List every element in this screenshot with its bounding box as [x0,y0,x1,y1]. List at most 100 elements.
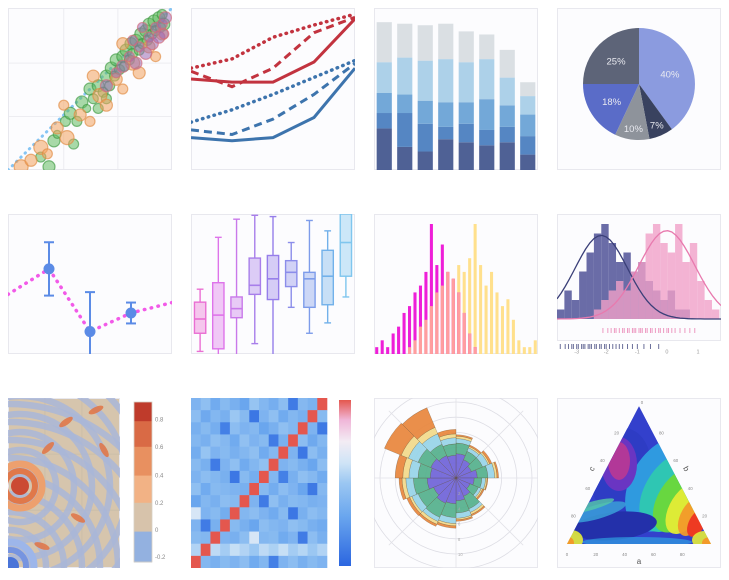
hist-bar [484,285,488,354]
hist-bar [440,285,444,354]
polar-bar-segment [455,442,470,456]
bar-segment [520,114,536,137]
stacked-bar-chart-thumbnail[interactable] [374,8,538,170]
left-tick-label: 40 [600,458,605,463]
heatmap-cell [268,519,279,532]
correlation-heatmap-thumbnail[interactable] [191,398,355,568]
heatmap-cell [210,446,221,460]
heatmap-cell [268,543,279,557]
heatmap-cell [210,434,221,447]
heatmap-cell [259,507,270,520]
heatmap-cell [307,434,318,447]
heatmap-cell [220,483,231,496]
hist-bar [490,271,494,354]
hist-bar [457,292,461,354]
heatmap-cell [268,410,279,423]
bar-segment [520,154,536,170]
left-tick-label: 20 [614,431,619,436]
heatmap-cell [239,470,250,484]
hist-bar [446,271,450,354]
plot-area [374,214,538,354]
bar-segment [438,139,454,170]
colorbar-tick-label: 0.6 [155,445,164,451]
heatmap-cell [278,519,289,532]
x-tick-label: -2 [604,350,609,355]
polar-bar-chart-thumbnail[interactable]: 2 4 6 8 10 [374,398,538,568]
heatmap-cell [210,422,221,435]
histogram-kde-rug-thumbnail[interactable]: -3 -2 -1 0 1 [557,214,721,354]
scatter-point [42,160,56,170]
heatmap-cell [191,410,202,423]
bar-segment [458,62,474,103]
heatmap-cell [259,422,270,435]
polar-bar-segment [455,434,473,440]
contour-plot-thumbnail[interactable]: 0.8 0.6 0.4 0.2 0 -0.2 [8,398,172,568]
hist-bar [375,347,379,354]
ternary-contour-thumbnail[interactable]: 0 20 40 60 80 20 40 60 80 80 60 40 20 0 a b c [557,398,721,568]
data-point [84,326,96,338]
heatmap-cell [191,434,202,447]
heatmap-cell [239,531,250,545]
scatter-point [116,59,130,73]
box-plot-thumbnail[interactable] [191,214,355,354]
pie-slice-label: 7% [650,121,664,132]
hist-bar [435,292,439,354]
scatter-point [116,37,130,51]
bar-segment [458,123,474,143]
box [321,249,335,306]
heatmap-cell [259,543,270,557]
data-point [43,263,55,275]
bar-segment [397,94,413,114]
heatmap-cell [249,458,260,472]
bar-segment [499,142,515,170]
heatmap-cell [288,555,299,568]
pie-slice-label: 25% [607,57,627,68]
hist-bar [468,333,472,354]
heatmap-cell [200,470,211,484]
kde-curve [557,234,721,320]
bar-segment [479,59,495,100]
heatmap-cell [268,398,279,411]
errorbar-plot-svg [8,214,172,354]
heatmap-cell [297,398,308,411]
heatmap-cell [297,495,308,508]
colorbar [339,400,351,566]
colorbar-segment [134,531,152,563]
heatmap-cell [210,470,221,484]
polar-bar-segment [440,501,457,518]
heatmap-cell [220,519,231,532]
scatter-plot-thumbnail[interactable] [8,8,172,170]
scatter-point [59,130,75,146]
heatmap-cell [191,507,202,520]
heatmap-cell [249,483,260,496]
scatter-point [158,28,170,40]
errorbar-plot-thumbnail[interactable] [8,214,172,354]
overlaid-histograms-thumbnail[interactable] [374,214,538,354]
heatmap-cell [229,458,240,472]
heatmap-cell [191,519,202,532]
plot-area [191,8,355,170]
pie-slice-label: 10% [624,124,644,135]
hist-bar [479,265,483,354]
heatmap-cell [307,410,318,423]
heatmap-cell [297,483,308,496]
box [193,301,207,334]
bar-segment [397,57,413,95]
heatmap-cell [200,519,211,532]
heatmap-cell [268,470,279,484]
bar-segment [376,93,392,114]
heatmap-cell [249,422,260,435]
bar-segment [479,99,495,130]
polar-bar-segment [420,510,439,525]
bar-segment [458,142,474,170]
pie-chart-thumbnail[interactable]: 40% 7% 10% 18% 25% [557,8,721,170]
polar-bar-segment [425,496,446,518]
heatmap-cell [249,446,260,460]
heatmap-cell [229,410,240,423]
polar-bar-segment [438,433,457,442]
heatmap-cell [210,495,221,508]
bar-segment [438,23,454,60]
multi-line-plot-thumbnail[interactable] [191,8,355,170]
heatmap-cell [239,507,250,520]
heatmap-cell [278,410,289,423]
